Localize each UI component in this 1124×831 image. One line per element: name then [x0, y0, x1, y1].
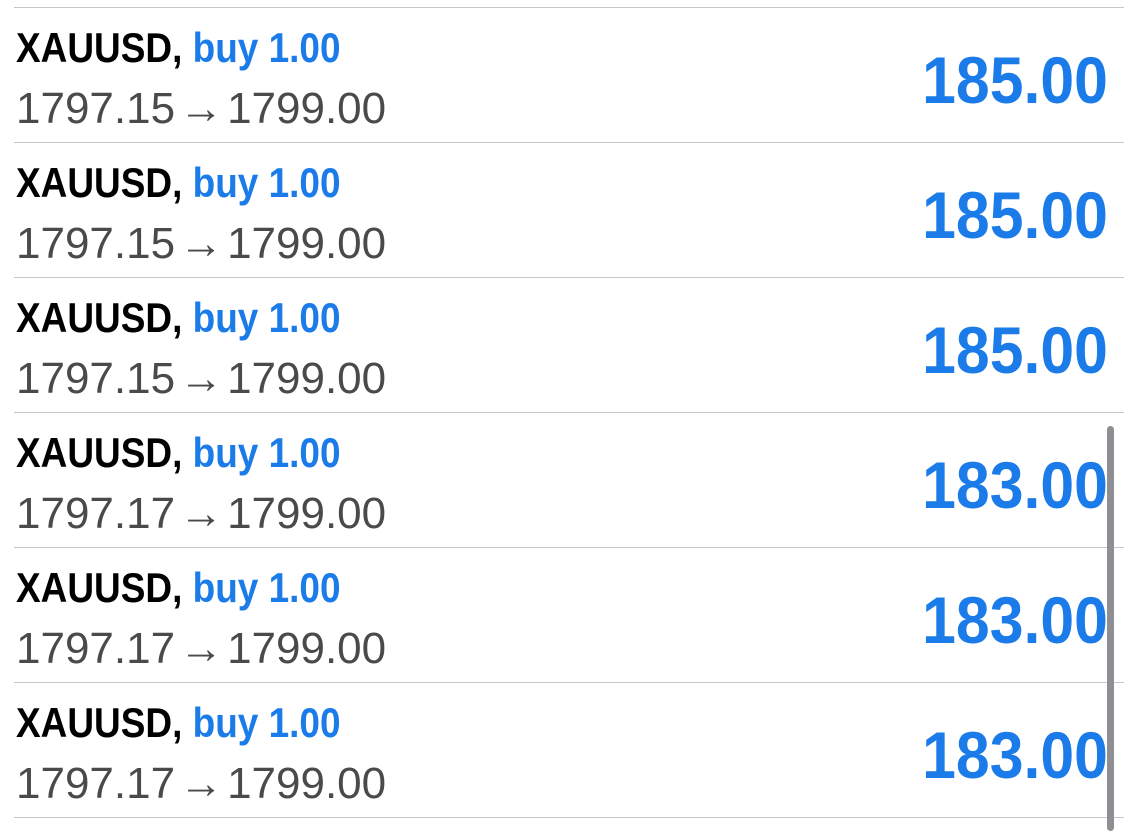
- trade-row[interactable]: XAUUSD, buy 1.00 1797.15→1799.00 185.00: [0, 143, 1124, 278]
- arrow-right-icon: →: [179, 354, 224, 403]
- trade-profit: 185.00: [922, 313, 1108, 387]
- open-price: 1797.15: [16, 84, 176, 133]
- current-price: 1799.00: [227, 354, 387, 403]
- trade-symbol: XAUUSD,: [16, 429, 183, 476]
- trade-prices: 1797.15→1799.00: [16, 352, 386, 406]
- row-divider: [14, 682, 1124, 683]
- trade-title: XAUUSD, buy 1.00: [16, 697, 341, 749]
- trade-prices: 1797.15→1799.00: [16, 217, 386, 271]
- trade-symbol: XAUUSD,: [16, 24, 183, 71]
- trade-row[interactable]: XAUUSD, buy 1.00 1797.17→1799.00 183.00: [0, 548, 1124, 683]
- trade-profit: 185.00: [922, 43, 1108, 117]
- current-price: 1799.00: [227, 624, 387, 673]
- scrollbar[interactable]: [1107, 426, 1114, 831]
- trade-title: XAUUSD, buy 1.00: [16, 22, 341, 74]
- trade-prices: 1797.17→1799.00: [16, 757, 386, 811]
- trade-symbol: XAUUSD,: [16, 564, 183, 611]
- current-price: 1799.00: [227, 489, 387, 538]
- arrow-right-icon: →: [179, 489, 224, 538]
- trade-symbol: XAUUSD,: [16, 699, 183, 746]
- trade-row[interactable]: XAUUSD, buy 1.00 1797.15→1799.00 185.00: [0, 278, 1124, 413]
- current-price: 1799.00: [227, 219, 387, 268]
- current-price: 1799.00: [227, 759, 387, 808]
- trade-profit: 183.00: [922, 718, 1108, 792]
- trade-title: XAUUSD, buy 1.00: [16, 427, 341, 479]
- trade-action: buy 1.00: [192, 24, 341, 71]
- trade-action: buy 1.00: [192, 294, 341, 341]
- trade-profit: 183.00: [922, 448, 1108, 522]
- arrow-right-icon: →: [179, 759, 224, 808]
- arrow-right-icon: →: [179, 84, 224, 133]
- open-price: 1797.17: [16, 489, 176, 538]
- trade-action: buy 1.00: [192, 159, 341, 206]
- trade-action: buy 1.00: [192, 429, 341, 476]
- trade-profit: 185.00: [922, 178, 1108, 252]
- trade-row[interactable]: XAUUSD, buy 1.00 1797.17→1799.00 183.00: [0, 683, 1124, 818]
- arrow-right-icon: →: [179, 219, 224, 268]
- row-divider: [14, 817, 1124, 818]
- row-divider: [14, 277, 1124, 278]
- list-top-divider: [14, 7, 1124, 8]
- open-price: 1797.15: [16, 219, 176, 268]
- trade-action: buy 1.00: [192, 564, 341, 611]
- trade-title: XAUUSD, buy 1.00: [16, 157, 341, 209]
- current-price: 1799.00: [227, 84, 387, 133]
- trade-action: buy 1.00: [192, 699, 341, 746]
- trade-row[interactable]: XAUUSD, buy 1.00 1797.17→1799.00 183.00: [0, 413, 1124, 548]
- trade-row[interactable]: XAUUSD, buy 1.00 1797.15→1799.00 185.00: [0, 8, 1124, 143]
- row-divider: [14, 142, 1124, 143]
- trade-title: XAUUSD, buy 1.00: [16, 292, 341, 344]
- trade-symbol: XAUUSD,: [16, 294, 183, 341]
- row-divider: [14, 547, 1124, 548]
- trade-symbol: XAUUSD,: [16, 159, 183, 206]
- trade-prices: 1797.15→1799.00: [16, 82, 386, 136]
- open-price: 1797.15: [16, 354, 176, 403]
- trade-profit: 183.00: [922, 583, 1108, 657]
- open-price: 1797.17: [16, 759, 176, 808]
- trade-prices: 1797.17→1799.00: [16, 622, 386, 676]
- arrow-right-icon: →: [179, 624, 224, 673]
- open-price: 1797.17: [16, 624, 176, 673]
- row-divider: [14, 412, 1124, 413]
- trade-prices: 1797.17→1799.00: [16, 487, 386, 541]
- trade-title: XAUUSD, buy 1.00: [16, 562, 341, 614]
